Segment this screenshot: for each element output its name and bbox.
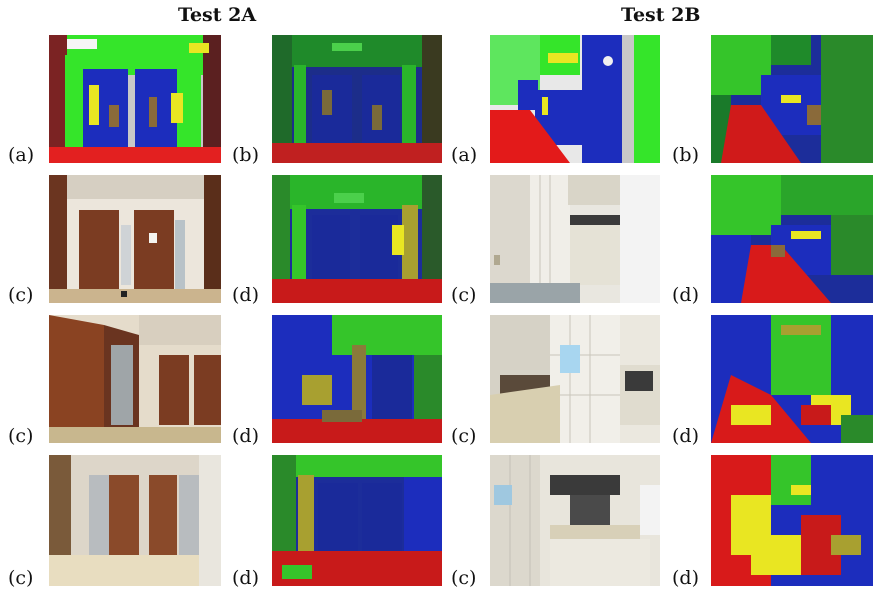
photo-2a-c-row4 [49, 455, 221, 586]
photo-2a-c-row3 [49, 315, 221, 443]
label-c-2a-row4: (c) [8, 567, 34, 589]
segmentation-image-2a-b [272, 35, 442, 163]
segmentation-image-2a-d-row2 [272, 175, 442, 303]
segmentation-image-2b-a [490, 35, 660, 163]
segmentation-image-2b-d-row2 [711, 175, 873, 303]
label-b-2a: (b) [232, 144, 259, 166]
label-c-2b-row4: (c) [451, 567, 477, 589]
segmentation-image-2b-d-row4 [711, 455, 873, 586]
label-c-2a-row2: (c) [8, 284, 34, 306]
segmentation-image-2b-d-row3 [711, 315, 873, 443]
heading-test-2a: Test 2A [178, 4, 257, 26]
segmentation-image-2a-a [49, 35, 221, 163]
label-d-2b-row2: (d) [672, 284, 699, 306]
label-b-2b: (b) [672, 144, 699, 166]
label-a-2b: (a) [451, 144, 478, 166]
segmentation-image-2a-d-row3 [272, 315, 442, 443]
photo-2a-c-row2 [49, 175, 221, 303]
heading-test-2b: Test 2B [621, 4, 701, 26]
segmentation-image-2b-b [711, 35, 873, 163]
label-c-2b-row3: (c) [451, 425, 477, 447]
label-c-2b-row2: (c) [451, 284, 477, 306]
label-d-2a-row4: (d) [232, 567, 259, 589]
photo-2b-c-row2 [490, 175, 660, 303]
label-d-2b-row4: (d) [672, 567, 699, 589]
label-d-2a-row3: (d) [232, 425, 259, 447]
label-d-2a-row2: (d) [232, 284, 259, 306]
segmentation-image-2a-d-row4 [272, 455, 442, 586]
photo-2b-c-row3 [490, 315, 660, 443]
label-c-2a-row3: (c) [8, 425, 34, 447]
label-a-2a: (a) [8, 144, 35, 166]
photo-2b-c-row4 [490, 455, 660, 586]
label-d-2b-row3: (d) [672, 425, 699, 447]
